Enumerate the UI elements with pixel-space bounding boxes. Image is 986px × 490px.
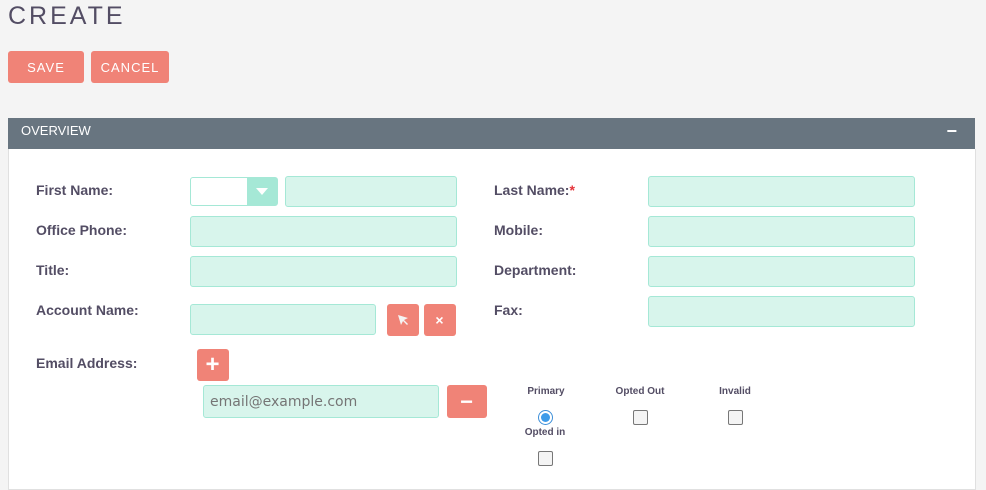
- primary-radio[interactable]: [538, 410, 553, 425]
- minus-icon: −: [460, 388, 474, 414]
- invalid-label: Invalid: [719, 386, 751, 397]
- salutation-select[interactable]: [190, 177, 278, 206]
- office-phone-input[interactable]: [190, 216, 457, 247]
- last-name-input[interactable]: [648, 176, 915, 207]
- title-label: Title:: [36, 262, 70, 278]
- primary-label: Primary: [527, 386, 565, 397]
- save-button[interactable]: SAVE: [8, 51, 84, 83]
- fax-input[interactable]: [648, 296, 915, 327]
- first-name-label: First Name:: [36, 182, 114, 198]
- clear-account-button[interactable]: ×: [424, 304, 456, 336]
- office-phone-label: Office Phone:: [36, 222, 128, 238]
- fax-label: Fax:: [494, 302, 523, 318]
- opted-in-label: Opted in: [524, 427, 566, 438]
- department-label: Department:: [494, 262, 577, 278]
- title-input[interactable]: [190, 256, 457, 287]
- invalid-checkbox[interactable]: [728, 410, 743, 425]
- page-title: CREATE: [8, 2, 126, 30]
- email-address-label: Email Address:: [36, 355, 138, 371]
- account-name-input[interactable]: [190, 304, 376, 335]
- panel-title: OVERVIEW: [21, 123, 91, 138]
- account-name-label: Account Name:: [36, 302, 139, 318]
- close-icon: ×: [435, 312, 445, 328]
- opted-in-checkbox[interactable]: [538, 451, 553, 466]
- department-input[interactable]: [648, 256, 915, 287]
- cursor-arrow-icon: [398, 315, 408, 325]
- cancel-button[interactable]: CANCEL: [91, 51, 169, 83]
- opted-out-label: Opted Out: [615, 386, 665, 397]
- collapse-icon[interactable]: −: [946, 121, 957, 141]
- last-name-label: Last Name:*: [494, 182, 575, 198]
- remove-email-button[interactable]: −: [447, 385, 487, 418]
- email-input[interactable]: [203, 385, 439, 418]
- plus-icon: +: [205, 351, 221, 378]
- opted-out-checkbox[interactable]: [633, 410, 648, 425]
- chevron-down-icon: [247, 178, 277, 205]
- last-name-label-text: Last Name:: [494, 182, 570, 198]
- required-marker: *: [569, 182, 575, 198]
- overview-panel-header[interactable]: OVERVIEW −: [8, 118, 975, 149]
- mobile-label: Mobile:: [494, 222, 543, 238]
- select-account-button[interactable]: [387, 304, 419, 336]
- mobile-input[interactable]: [648, 216, 915, 247]
- add-email-button[interactable]: +: [197, 349, 229, 381]
- first-name-input[interactable]: [285, 176, 457, 207]
